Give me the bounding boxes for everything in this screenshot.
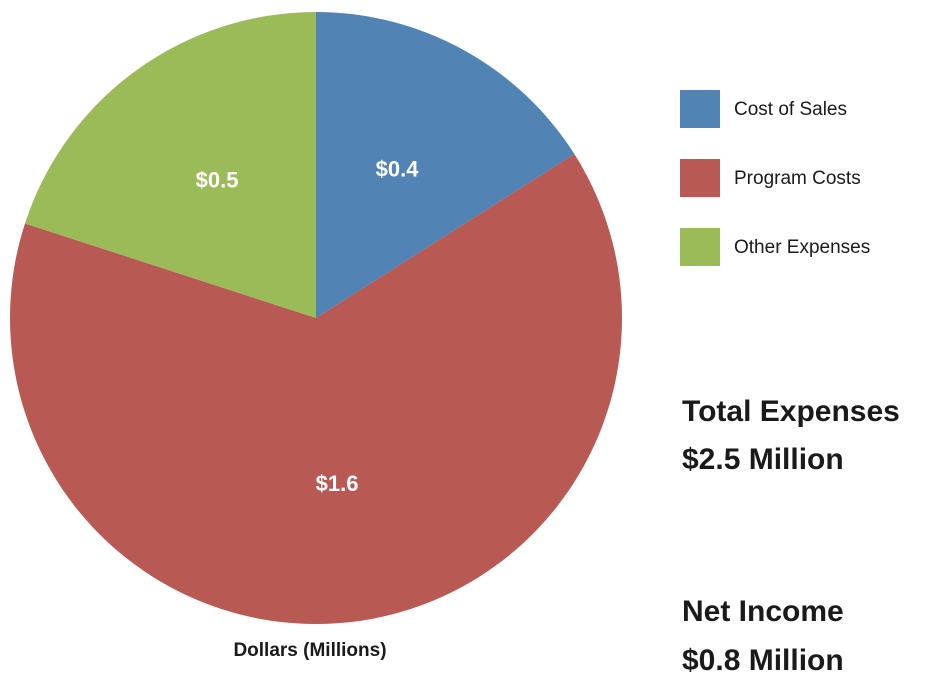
legend-swatch xyxy=(680,90,720,128)
data-label: $0.5 xyxy=(196,168,239,193)
legend-swatch xyxy=(680,228,720,266)
data-label: $1.6 xyxy=(316,471,359,496)
annotation: Total Expenses xyxy=(682,395,900,428)
pie-slice xyxy=(9,154,623,625)
data-label: $0.4 xyxy=(376,156,420,181)
legend-swatch xyxy=(680,159,720,197)
pie-slice xyxy=(316,12,575,318)
annotation: Net Income xyxy=(682,595,844,628)
axis-label: Dollars (Millions) xyxy=(233,640,386,661)
annotation: $2.5 Million xyxy=(682,443,844,476)
legend-label: Cost of Sales xyxy=(734,99,847,120)
annotation: $0.8 Million xyxy=(682,644,844,677)
legend-label: Other Expenses xyxy=(734,237,870,258)
pie-slice xyxy=(24,12,316,318)
legend-label: Program Costs xyxy=(734,168,861,189)
